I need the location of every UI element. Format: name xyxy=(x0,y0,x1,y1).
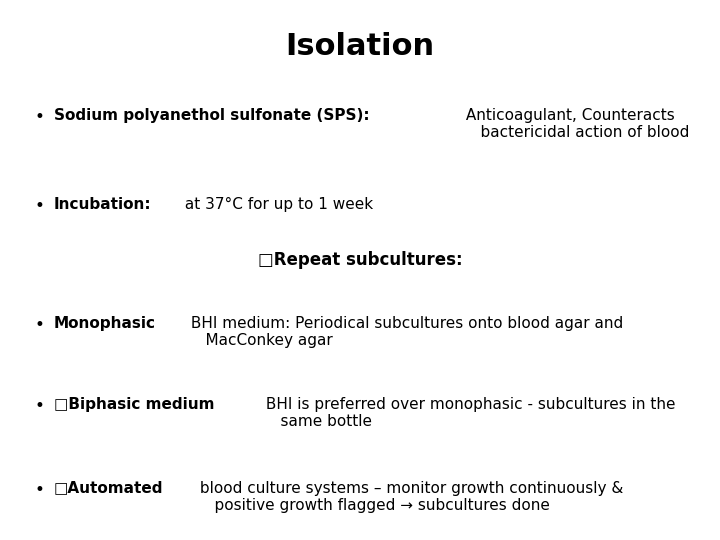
Text: Incubation:: Incubation: xyxy=(54,197,152,212)
Text: blood culture systems – monitor growth continuously &
    positive growth flagge: blood culture systems – monitor growth c… xyxy=(195,481,624,513)
Text: □Repeat subcultures:: □Repeat subcultures: xyxy=(258,251,462,269)
Text: •: • xyxy=(35,197,45,215)
Text: •: • xyxy=(35,397,45,415)
Text: BHI is preferred over monophasic - subcultures in the
    same bottle: BHI is preferred over monophasic - subcu… xyxy=(261,397,675,429)
Text: Anticoagulant, Counteracts
    bactericidal action of blood: Anticoagulant, Counteracts bactericidal … xyxy=(462,108,690,140)
Text: •: • xyxy=(35,316,45,334)
Text: □Automated: □Automated xyxy=(54,481,163,496)
Text: at 37°C for up to 1 week: at 37°C for up to 1 week xyxy=(180,197,373,212)
Text: □Biphasic medium: □Biphasic medium xyxy=(54,397,215,412)
Text: Isolation: Isolation xyxy=(285,32,435,62)
Text: Monophasic: Monophasic xyxy=(54,316,156,331)
Text: Sodium polyanethol sulfonate (SPS):: Sodium polyanethol sulfonate (SPS): xyxy=(54,108,369,123)
Text: •: • xyxy=(35,108,45,126)
Text: •: • xyxy=(35,481,45,498)
Text: BHI medium: Periodical subcultures onto blood agar and
    MacConkey agar: BHI medium: Periodical subcultures onto … xyxy=(186,316,623,348)
